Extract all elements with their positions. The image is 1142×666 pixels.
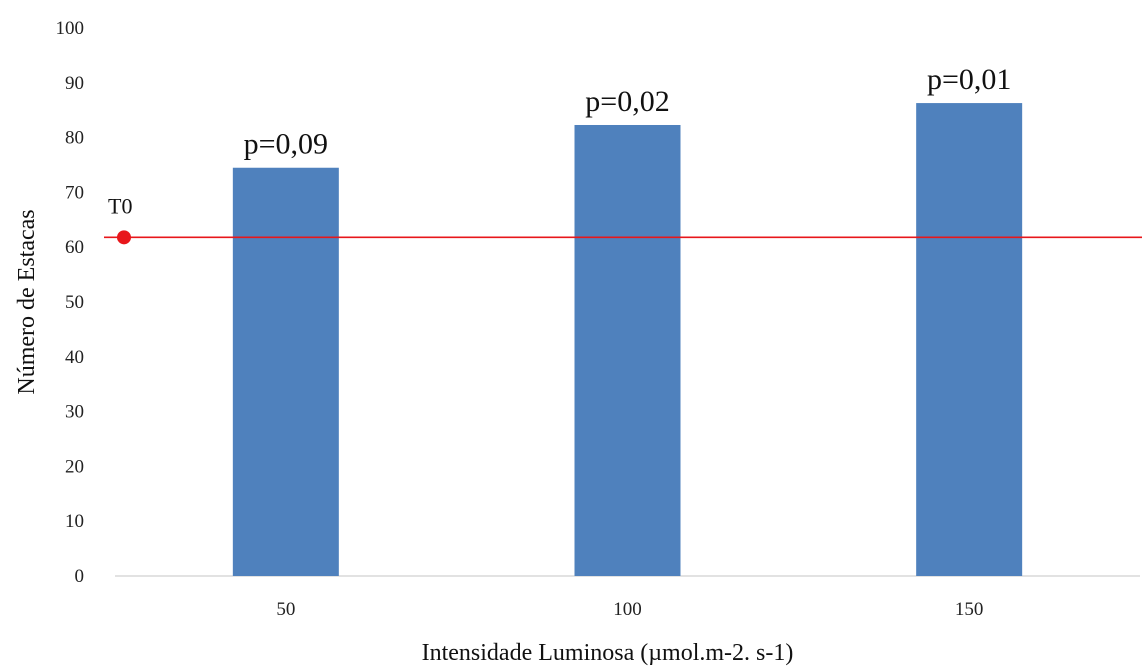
x-axis-ticks: 50 100 150 (276, 599, 983, 620)
y-tick-label-100: 100 (56, 18, 85, 39)
data-label-100: p=0,02 (585, 85, 669, 118)
bars-group (232, 103, 1023, 577)
reference-marker-t0 (117, 230, 131, 245)
y-tick-label-20: 20 (65, 456, 84, 477)
data-label-50: p=0,09 (244, 128, 328, 161)
bar-150 (916, 103, 1023, 577)
x-tick-label-150: 150 (955, 599, 984, 620)
bar-100 (574, 124, 681, 576)
y-axis-title: Número de Estacas (14, 209, 40, 394)
y-tick-label-80: 80 (65, 128, 84, 149)
y-tick-label-30: 30 (65, 402, 84, 423)
y-tick-label-0: 0 (75, 566, 85, 587)
y-tick-label-70: 70 (65, 182, 84, 203)
y-tick-label-40: 40 (65, 347, 84, 368)
y-axis-ticks: 0 10 20 30 40 50 60 70 80 90 100 (56, 18, 85, 587)
reference-group: T0 (104, 193, 1142, 245)
reference-label-t0: T0 (108, 193, 132, 218)
x-axis-title: Intensidade Luminosa (µmol.m-2. s-1) (422, 640, 794, 666)
bar-50 (232, 167, 339, 577)
data-labels-group: p=0,09 p=0,02 p=0,01 (244, 63, 1012, 161)
y-tick-label-90: 90 (65, 73, 84, 94)
y-tick-label-60: 60 (65, 237, 84, 258)
y-tick-label-50: 50 (65, 292, 84, 313)
y-tick-label-10: 10 (65, 511, 84, 532)
x-tick-label-100: 100 (613, 599, 642, 620)
x-tick-label-50: 50 (276, 599, 295, 620)
data-label-150: p=0,01 (927, 63, 1011, 96)
